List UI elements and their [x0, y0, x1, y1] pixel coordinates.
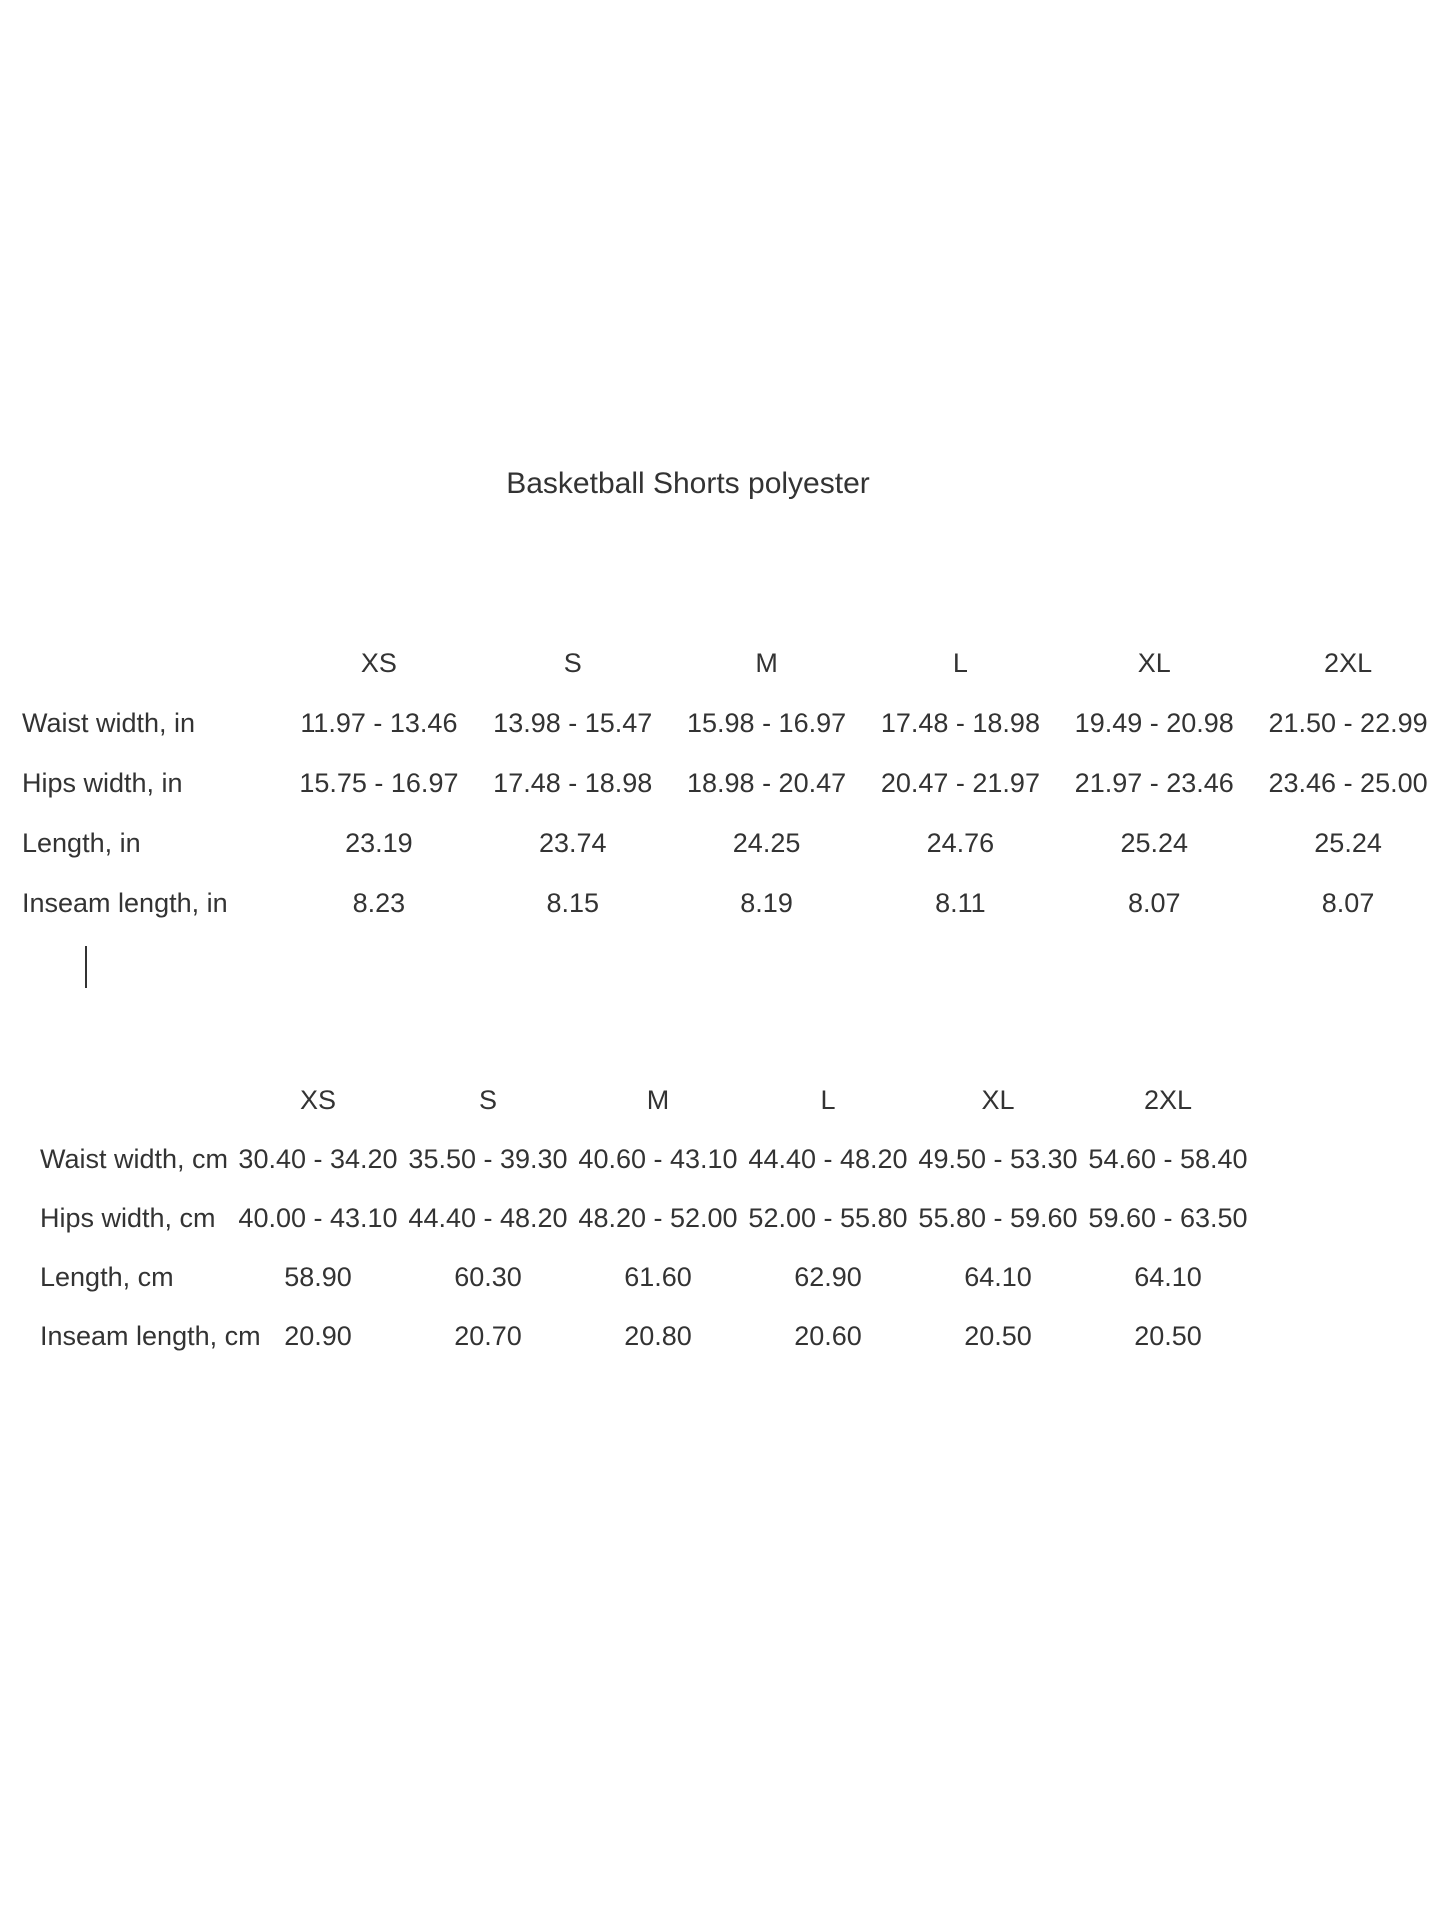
table-row-length-in: Length, in 23.19 23.74 24.25 24.76 25.24… [0, 813, 1445, 873]
value-cell: 54.60 - 58.40 [1088, 1144, 1248, 1174]
value-cell: 23.74 [538, 827, 607, 858]
size-header-m: M [755, 647, 778, 678]
value-cell: 8.07 [1127, 887, 1181, 918]
value-cell: 52.00 - 55.80 [748, 1203, 908, 1233]
value-cell: 20.50 [1134, 1321, 1202, 1351]
value-cell: 40.60 - 43.10 [578, 1144, 738, 1174]
value-cell: 20.90 [284, 1321, 352, 1351]
value-cell: 15.75 - 16.97 [299, 767, 459, 798]
value-cell: 40.00 - 43.10 [238, 1203, 398, 1233]
size-header-2xl: 2XL [1324, 647, 1373, 678]
size-header-xl: XL [1137, 647, 1171, 678]
value-cell: 8.23 [352, 887, 406, 918]
row-label: Length, in [22, 827, 141, 858]
row-label: Waist width, in [22, 707, 196, 738]
value-cell: 24.25 [732, 827, 801, 858]
value-cell: 25.24 [1314, 827, 1382, 858]
row-label: Hips width, cm [40, 1203, 216, 1233]
table-row-hips-in: Hips width, in 15.75 - 16.97 17.48 - 18.… [0, 753, 1445, 813]
row-label: Inseam length, cm [40, 1321, 261, 1351]
value-cell: 64.10 [1134, 1262, 1202, 1292]
value-cell: 23.19 [345, 827, 413, 858]
value-cell: 13.98 - 15.47 [493, 707, 653, 738]
value-cell: 11.97 - 13.46 [300, 707, 458, 738]
value-cell: 17.48 - 18.98 [880, 707, 1040, 738]
value-cell: 55.80 - 59.60 [918, 1203, 1078, 1233]
value-cell: 8.15 [546, 887, 600, 918]
value-cell: 64.10 [964, 1262, 1032, 1292]
value-cell: 23.46 - 25.00 [1268, 767, 1428, 798]
size-header-xs: XS [299, 1085, 337, 1115]
table-row-hips-cm: Hips width, cm 40.00 - 43.10 44.40 - 48.… [0, 1189, 1253, 1248]
value-cell: 20.47 - 21.97 [880, 767, 1040, 798]
value-cell: 49.50 - 53.30 [918, 1144, 1078, 1174]
value-cell: 48.20 - 52.00 [578, 1203, 738, 1233]
value-cell: 8.07 [1321, 887, 1375, 918]
value-cell: 8.11 [935, 887, 986, 918]
value-cell: 20.80 [624, 1321, 692, 1351]
table-row-length-cm: Length, cm 58.90 60.30 61.60 62.90 64.10… [0, 1248, 1253, 1307]
size-table-cm: XS S M L XL 2XL Waist width, cm 30.40 - … [0, 1071, 1253, 1366]
row-label: Waist width, cm [40, 1144, 229, 1174]
row-label: Length, cm [40, 1262, 174, 1292]
value-cell: 24.76 [926, 827, 995, 858]
size-table-inches: XS S M L XL 2XL Waist width, in 11.97 - … [0, 633, 1445, 933]
size-header-xs: XS [360, 647, 397, 678]
table-row-inseam-in: Inseam length, in 8.23 8.15 8.19 8.11 8.… [0, 873, 1445, 933]
value-cell: 61.60 [624, 1262, 692, 1292]
size-header-l: L [952, 647, 968, 678]
value-cell: 58.90 [284, 1262, 352, 1292]
row-label: Inseam length, in [22, 887, 228, 918]
value-cell: 20.70 [454, 1321, 522, 1351]
value-cell: 18.98 - 20.47 [687, 767, 847, 798]
value-cell: 30.40 - 34.20 [238, 1144, 398, 1174]
table-row-inseam-cm: Inseam length, cm 20.90 20.70 20.80 20.6… [0, 1307, 1253, 1366]
size-header-s: S [563, 647, 582, 678]
row-label: Hips width, in [22, 767, 183, 798]
value-cell: 25.24 [1120, 827, 1189, 858]
value-cell: 19.49 - 20.98 [1074, 707, 1234, 738]
value-cell: 20.60 [794, 1321, 862, 1351]
size-header-row: XS S M L XL 2XL [0, 633, 1445, 693]
table-row-waist-in: Waist width, in 11.97 - 13.46 13.98 - 15… [0, 693, 1445, 753]
value-cell: 20.50 [964, 1321, 1032, 1351]
value-cell: 15.98 - 16.97 [687, 707, 847, 738]
size-header-2xl: 2XL [1143, 1085, 1193, 1115]
value-cell: 21.50 - 22.99 [1268, 707, 1428, 738]
size-header-l: L [820, 1085, 836, 1115]
value-cell: 8.19 [740, 887, 793, 918]
value-cell: 35.50 - 39.30 [408, 1144, 568, 1174]
value-cell: 21.97 - 23.46 [1074, 767, 1234, 798]
value-cell: 17.48 - 18.98 [493, 767, 653, 798]
value-cell: 60.30 [454, 1262, 522, 1292]
document-title: Basketball Shorts polyester [506, 467, 870, 500]
size-header-m: M [646, 1085, 670, 1115]
size-header-xl: XL [981, 1085, 1015, 1115]
size-header-row: XS S M L XL 2XL [0, 1071, 1253, 1130]
size-header-s: S [478, 1085, 497, 1115]
value-cell: 44.40 - 48.20 [408, 1203, 568, 1233]
value-cell: 44.40 - 48.20 [748, 1144, 908, 1174]
text-cursor [85, 946, 87, 988]
table-row-waist-cm: Waist width, cm 30.40 - 34.20 35.50 - 39… [0, 1130, 1253, 1189]
value-cell: 59.60 - 63.50 [1088, 1203, 1248, 1233]
value-cell: 62.90 [794, 1262, 862, 1292]
